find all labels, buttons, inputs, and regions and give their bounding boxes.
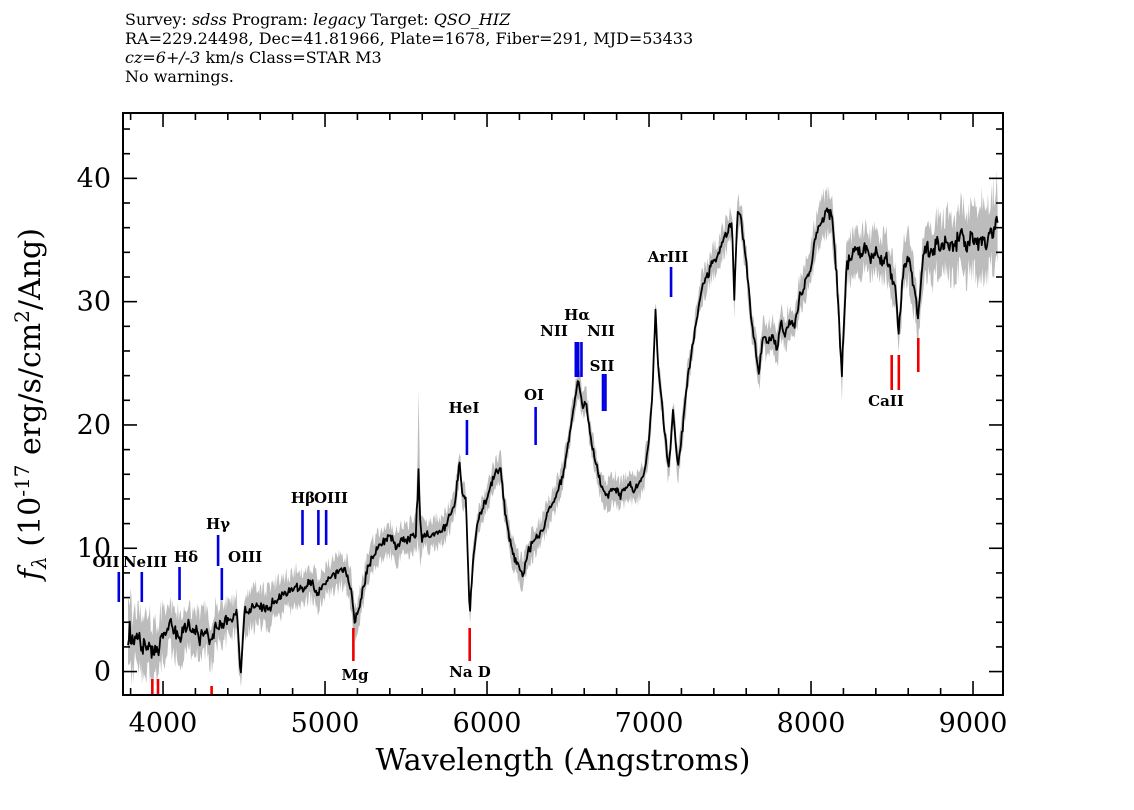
line-marker-label: Mg xyxy=(341,666,369,684)
survey-value: sdss xyxy=(191,10,227,29)
line-marker-label: Na D xyxy=(449,663,491,681)
plot-header: Survey: sdss Program: legacy Target: QSO… xyxy=(125,10,693,86)
y-axis-tick-label: 30 xyxy=(77,287,111,318)
y-axis-tick-label: 40 xyxy=(77,163,111,194)
line-marker-label: NII xyxy=(540,322,568,340)
line-marker-label: OII xyxy=(92,553,119,571)
line-marker-label: HeI xyxy=(449,399,480,417)
line-marker-label: OI xyxy=(524,386,544,404)
header-warnings-line: No warnings. xyxy=(125,67,234,86)
header-survey-line: Survey: sdss Program: legacy Target: QSO… xyxy=(125,10,693,29)
plot-frame xyxy=(122,112,1004,696)
x-axis-title: Wavelength (Angstroms) xyxy=(376,743,751,778)
line-marker-label: NII xyxy=(587,322,615,340)
x-axis-tick-label: 9000 xyxy=(939,708,1008,739)
program-value: legacy xyxy=(313,10,366,29)
y-axis-title: fλ (10-17 erg/s/cm2/Ang) xyxy=(10,228,51,582)
x-axis-tick-label: 5000 xyxy=(291,708,360,739)
target-label: Target: xyxy=(365,10,434,29)
line-marker-label: NeIII xyxy=(123,553,167,571)
line-marker-label: Hα xyxy=(564,306,590,324)
class-text: km/s Class=STAR M3 xyxy=(200,48,382,67)
line-marker-label: Hγ xyxy=(206,515,230,533)
error-band xyxy=(128,170,998,688)
y-axis-tick-label: 10 xyxy=(77,533,111,564)
line-marker-label: OIII xyxy=(314,489,348,507)
x-axis-tick-label: 6000 xyxy=(453,708,522,739)
header-class-line: cz=6+/-3 km/s Class=STAR M3 xyxy=(125,48,693,67)
x-axis-tick-label: 7000 xyxy=(615,708,684,739)
x-axis-tick-label: 8000 xyxy=(777,708,846,739)
flux-line xyxy=(127,207,999,674)
line-marker-label: Hδ xyxy=(174,548,198,566)
y-axis-tick-label: 20 xyxy=(77,410,111,441)
target-value: QSO_HIZ xyxy=(433,10,511,29)
line-marker-label: CaII xyxy=(868,392,904,410)
x-axis-tick-label: 4000 xyxy=(129,708,198,739)
line-marker-label: SII xyxy=(590,357,615,375)
line-marker-label: Hβ xyxy=(291,489,315,507)
line-marker-label: OIII xyxy=(228,548,262,566)
survey-label: Survey: xyxy=(125,10,192,29)
chart-dynamic-layer: 4000 5000 6000 7000 8000 9000 0 10 20 30 40 OII NeII… xyxy=(77,112,1008,739)
y-axis-tick-label: 0 xyxy=(94,657,111,688)
program-label: Program: xyxy=(226,10,314,29)
header-id-line: RA=229.24498, Dec=41.81966, Plate=1678, … xyxy=(125,29,694,48)
line-marker-label: ArIII xyxy=(647,248,689,266)
cz-value: cz=6+/-3 xyxy=(125,48,201,67)
